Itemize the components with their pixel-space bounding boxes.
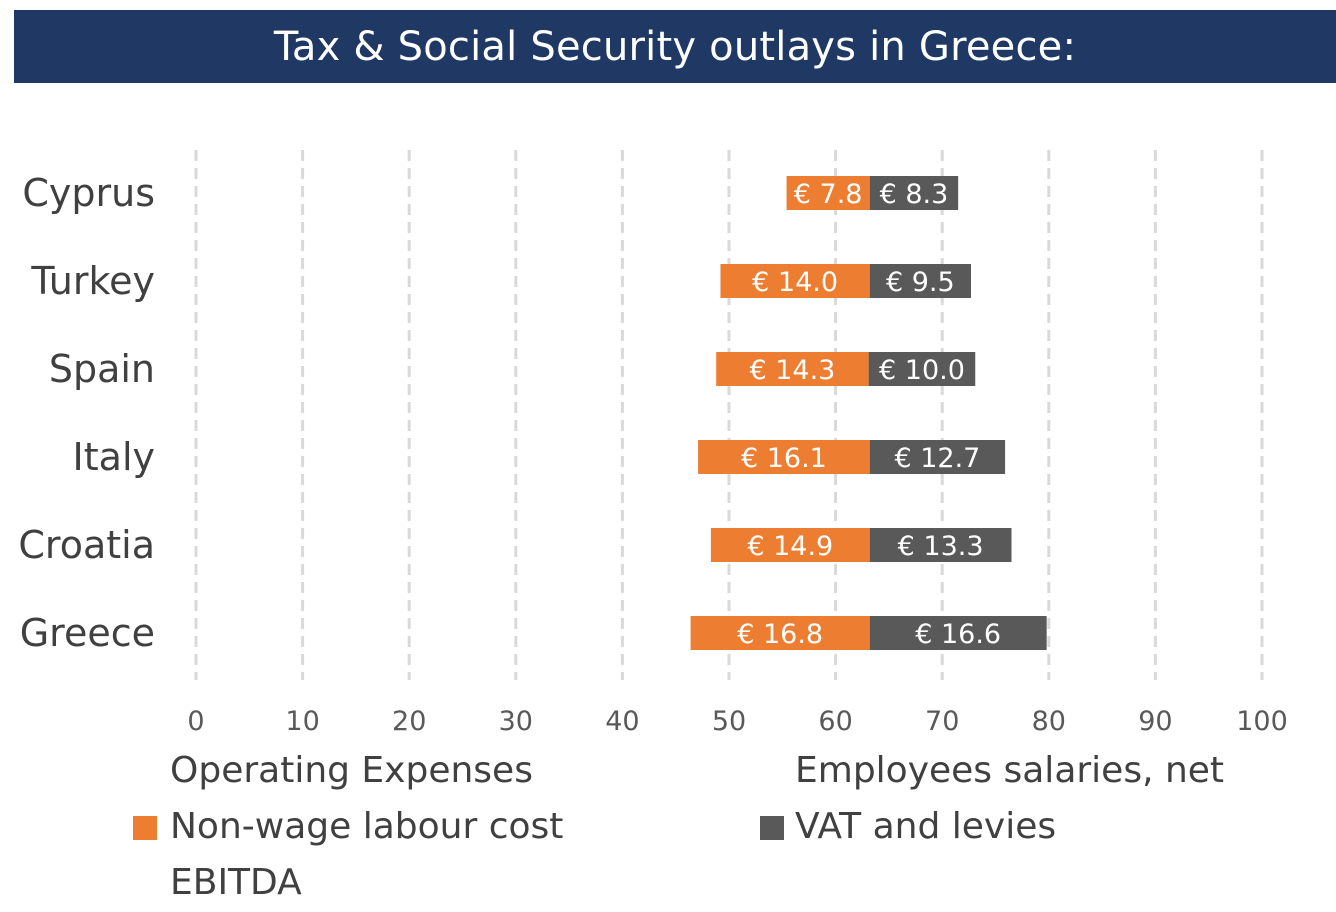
x-tick-label-10: 10 xyxy=(285,706,319,737)
category-label-greece: Greece xyxy=(20,611,155,655)
chart-title-bar: Tax & Social Security outlays in Greece: xyxy=(14,10,1336,83)
data-label-non-wage-spain: € 14.3 xyxy=(749,355,835,386)
data-label-non-wage-cyprus: € 7.8 xyxy=(794,179,863,210)
bar-non-wage-turkey xyxy=(720,264,870,298)
bar-non-wage-cyprus xyxy=(786,176,870,210)
bar-non-wage-spain xyxy=(716,352,869,386)
data-label-vat-turkey: € 9.5 xyxy=(886,267,955,298)
legend-label-non-wage: Non-wage labour cost xyxy=(170,806,564,847)
legend-swatch-vat xyxy=(760,816,784,840)
x-tick-label-70: 70 xyxy=(925,706,959,737)
category-label-turkey: Turkey xyxy=(30,259,155,303)
bar-vat-spain xyxy=(868,352,976,386)
x-tick-label-90: 90 xyxy=(1138,706,1172,737)
x-tick-label-100: 100 xyxy=(1236,706,1288,737)
legend-label-operating-expenses: Operating Expenses xyxy=(170,750,533,791)
chart-title: Tax & Social Security outlays in Greece: xyxy=(273,23,1077,70)
data-label-vat-greece: € 16.6 xyxy=(915,619,1001,650)
bar-vat-greece xyxy=(869,616,1047,650)
x-tick-label-0: 0 xyxy=(187,706,204,737)
category-label-spain: Spain xyxy=(49,347,155,391)
data-label-vat-italy: € 12.7 xyxy=(894,443,980,474)
data-label-vat-cyprus: € 8.3 xyxy=(880,179,949,210)
data-label-non-wage-greece: € 16.8 xyxy=(737,619,823,650)
bar-vat-italy xyxy=(869,440,1006,474)
bar-vat-turkey xyxy=(869,264,971,298)
x-tick-label-30: 30 xyxy=(499,706,533,737)
data-label-non-wage-italy: € 16.1 xyxy=(741,443,827,474)
category-label-italy: Italy xyxy=(73,435,155,479)
data-label-non-wage-turkey: € 14.0 xyxy=(752,267,838,298)
bar-vat-croatia xyxy=(869,528,1012,562)
category-label-croatia: Croatia xyxy=(18,523,155,567)
bar-non-wage-greece xyxy=(690,616,870,650)
category-label-cyprus: Cyprus xyxy=(22,171,155,215)
legend-label-ebitda: EBITDA xyxy=(170,862,302,903)
legend-label-vat: VAT and levies xyxy=(795,806,1057,847)
x-tick-label-20: 20 xyxy=(392,706,426,737)
bar-non-wage-croatia xyxy=(710,528,870,562)
bar-vat-cyprus xyxy=(869,176,959,210)
bar-non-wage-italy xyxy=(698,440,870,474)
x-tick-label-60: 60 xyxy=(818,706,852,737)
legend-label-employees-salaries: Employees salaries, net xyxy=(795,750,1225,791)
x-tick-label-50: 50 xyxy=(712,706,746,737)
data-label-vat-spain: € 10.0 xyxy=(879,355,965,386)
data-label-vat-croatia: € 13.3 xyxy=(898,531,984,562)
x-tick-label-80: 80 xyxy=(1032,706,1066,737)
data-label-non-wage-croatia: € 14.9 xyxy=(747,531,833,562)
x-tick-label-40: 40 xyxy=(605,706,639,737)
legend-swatch-non-wage xyxy=(133,816,157,840)
